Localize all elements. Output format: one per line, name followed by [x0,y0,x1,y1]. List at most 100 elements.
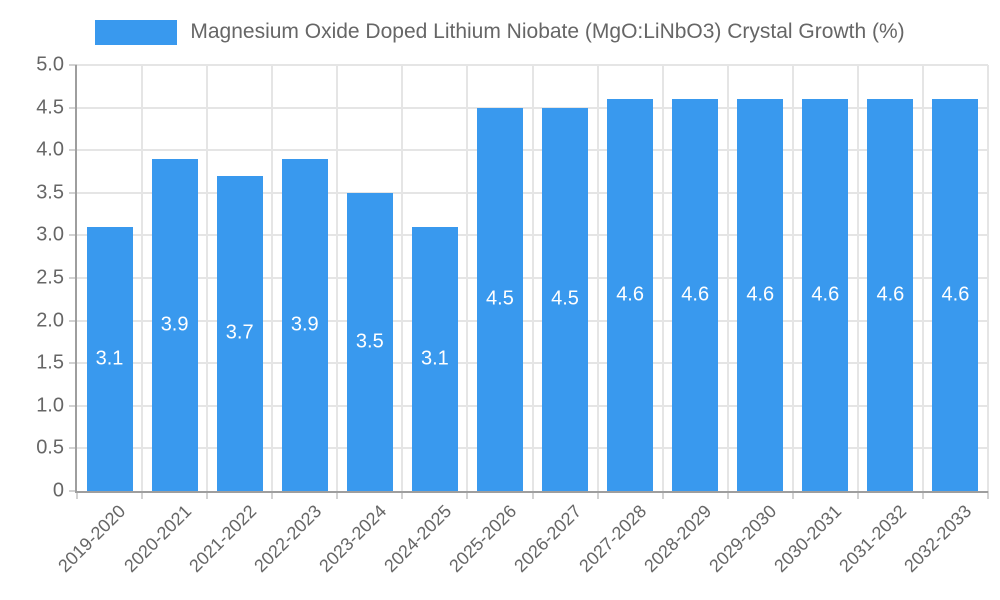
x-tick [596,491,599,499]
x-tick-label: 2026-2027 [510,501,586,577]
bar-value-label: 4.6 [746,283,775,306]
x-axis-line [75,491,988,493]
bar[interactable] [216,175,263,491]
bar[interactable] [86,226,133,491]
y-tick [69,277,77,279]
y-tick [69,234,77,237]
x-tick [271,491,274,499]
bar[interactable] [346,192,393,491]
x-tick-label: 2023-2024 [314,501,390,577]
x-tick [726,491,729,499]
bar-value-label: 4.6 [941,283,970,306]
y-tick [69,404,77,407]
legend-swatch [95,19,178,45]
bar-value-label: 3.1 [420,347,449,370]
x-tick [141,491,144,499]
bar-value-label: 4.6 [616,283,644,306]
x-tick [401,491,404,499]
x-tick [987,491,989,499]
bar-value-label: 4.5 [551,287,579,310]
x-tick-label: 2027-2028 [575,501,651,577]
x-tick-label: 2028-2029 [640,501,716,577]
bar-value-label: 4.5 [486,287,514,310]
x-tick-label: 2031-2032 [835,501,911,577]
v-gridline [791,65,794,491]
x-tick-label: 2029-2030 [705,501,781,577]
v-gridline [466,65,469,491]
x-tick-label: 2020-2021 [119,501,195,577]
y-tick [69,362,77,365]
bar-value-label: 3.9 [290,313,319,336]
legend: Magnesium Oxide Doped Lithium Niobate (M… [0,12,1000,52]
y-tick-label: 3.5 [36,181,64,204]
x-tick [206,491,209,499]
x-tick [661,491,664,499]
x-tick-label: 2024-2025 [380,501,456,577]
bar-value-label: 4.6 [681,283,710,306]
y-tick [69,149,77,152]
bar[interactable] [672,99,719,491]
y-tick [69,106,77,109]
bar[interactable] [476,107,523,491]
y-tick [69,490,77,492]
bar-value-label: 3.1 [95,347,124,370]
v-gridline [401,65,404,491]
x-tick [531,491,534,499]
x-tick [336,491,339,499]
bar[interactable] [802,99,849,491]
y-tick-label: 2.5 [36,266,64,289]
bar-value-label: 4.6 [811,283,840,306]
y-tick-label: 3.0 [36,223,64,246]
x-tick-label: 2022-2023 [249,501,325,577]
bar[interactable] [737,99,784,491]
bar[interactable] [542,107,589,491]
bar[interactable] [932,99,979,491]
v-gridline [206,65,209,491]
x-tick-label: 2030-2031 [770,501,846,577]
bar[interactable] [607,99,654,491]
y-tick-label: 2.0 [36,309,64,332]
legend-item[interactable]: Magnesium Oxide Doped Lithium Niobate (M… [95,19,905,45]
v-gridline [726,65,729,491]
v-gridline [987,65,989,491]
y-tick [69,319,77,322]
v-gridline [661,65,664,491]
v-gridline [531,65,534,491]
x-tick-label: 2019-2020 [54,501,130,577]
bar[interactable] [411,226,458,491]
x-tick-label: 2021-2022 [184,501,260,577]
y-tick-label: 4.5 [36,96,64,119]
bar[interactable] [151,158,198,491]
bar-value-label: 3.5 [355,330,384,353]
v-gridline [141,65,144,491]
v-gridline [596,65,599,491]
y-tick-label: 0 [52,479,64,502]
y-tick-label: 4.0 [36,138,64,161]
y-tick-label: 1.5 [36,351,64,374]
bar-value-label: 3.7 [225,321,254,344]
bar-value-label: 4.6 [876,283,905,306]
x-tick [466,491,469,499]
x-tick-label: 2025-2026 [445,501,521,577]
x-tick [76,491,78,499]
y-tick [69,64,77,66]
x-tick [856,491,859,499]
x-tick-label: 2032-2033 [900,501,976,577]
v-gridline [271,65,274,491]
v-gridline [856,65,859,491]
y-tick [69,191,77,194]
bar[interactable] [281,158,328,491]
v-gridline [921,65,924,491]
y-tick-label: 5.0 [36,53,64,76]
legend-label: Magnesium Oxide Doped Lithium Niobate (M… [190,20,905,43]
y-tick-label: 1.0 [36,394,64,417]
x-tick [791,491,794,499]
v-gridline [336,65,339,491]
y-tick [69,447,77,450]
bar[interactable] [867,99,914,491]
y-axis-line [75,65,77,493]
x-tick [921,491,924,499]
bar-value-label: 3.9 [160,313,189,336]
